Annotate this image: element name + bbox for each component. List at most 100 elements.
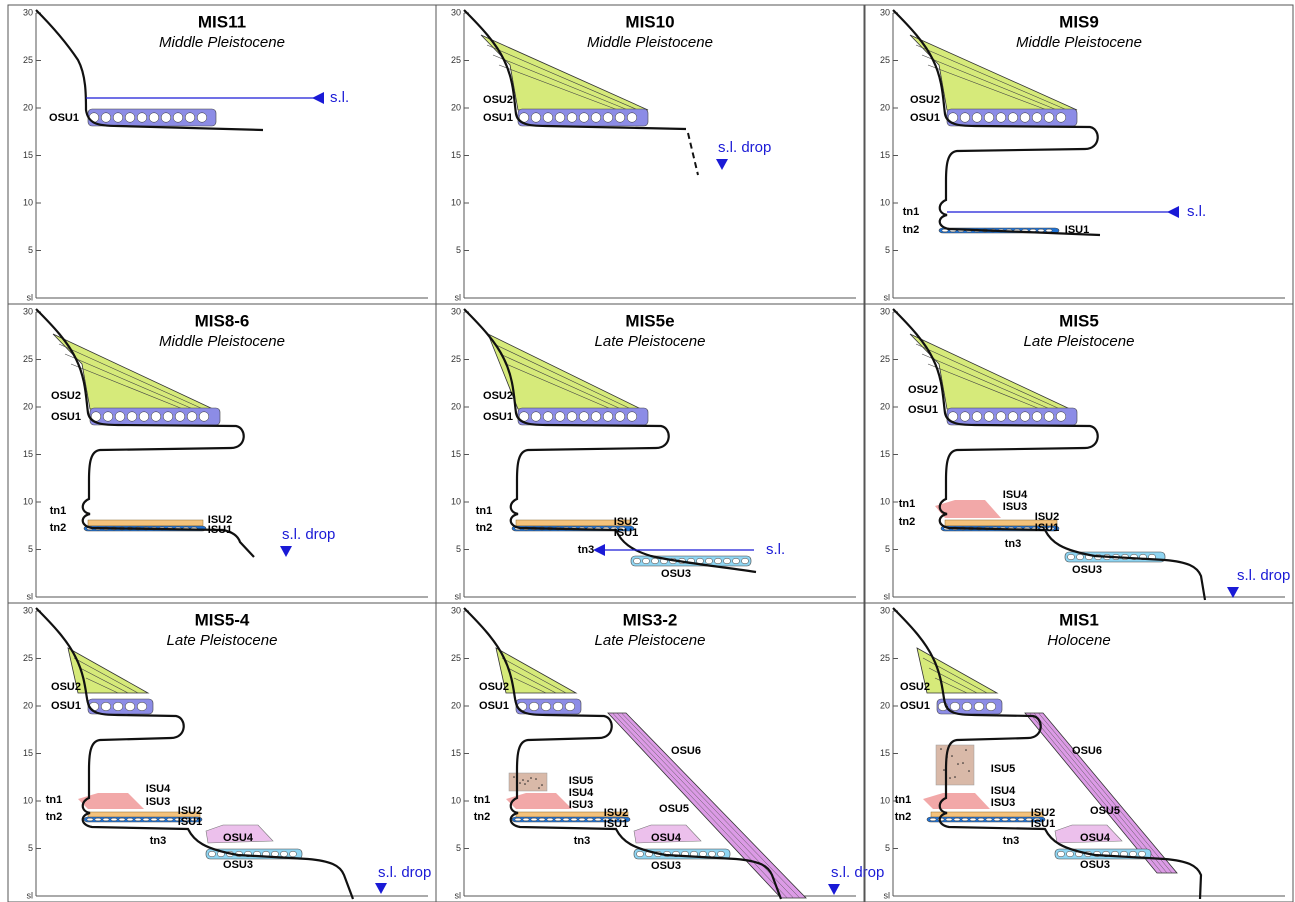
clast [723,558,730,564]
grain [538,787,540,789]
unit-label: ISU3 [569,799,593,811]
unit-label: OSU3 [661,568,691,580]
grain [943,769,945,771]
clast [95,818,101,821]
tick-label: 10 [23,197,33,207]
unit-label: ISU3 [991,797,1015,809]
panel-subtitle: Middle Pleistocene [159,34,285,51]
grain [962,762,964,764]
clast [571,818,577,821]
clast [539,818,545,821]
clast [543,113,553,123]
clast [1032,412,1042,422]
tick-label: 10 [23,795,33,805]
clast [199,412,209,422]
tick-label: 5 [28,544,33,554]
tick-label: 20 [23,102,33,112]
tick-label: 15 [880,748,890,758]
grain [940,748,942,750]
unit-label: OSU1 [483,112,513,124]
tick-label: 30 [23,605,33,615]
tick-label: 15 [880,150,890,160]
clast [167,818,173,821]
unit-label: ISU1 [1035,522,1059,534]
clast [119,818,125,821]
tick-label: 15 [23,150,33,160]
grain [968,770,970,772]
tick-label: sl [27,292,34,302]
clast [541,702,551,710]
clast [1032,113,1042,123]
clast [633,558,640,564]
panel-subtitle: Late Pleistocene [1024,333,1135,350]
unit-label: tn3 [1005,538,1022,550]
clast [1046,229,1052,232]
unit-label: ISU3 [1003,501,1027,513]
tick-label: 25 [23,354,33,364]
clast [149,113,159,123]
unit-label: tn1 [476,505,493,517]
unit-label: ISU4 [1003,489,1028,501]
panel-subtitle: Late Pleistocene [167,632,278,649]
clast [187,412,197,422]
sea-level-label: s.l. drop [1237,567,1290,584]
tick-label: 5 [28,843,33,853]
clast [163,412,173,422]
tick-label: sl [27,591,34,601]
clast [139,412,149,422]
unit-label: OSU2 [483,390,513,402]
unit-label: OSU3 [1072,564,1102,576]
clast [523,818,529,821]
clast [101,702,111,710]
clast [1044,113,1054,123]
clast [591,113,601,123]
clast [208,851,215,857]
clast [531,113,541,123]
tick-label: 25 [451,354,461,364]
unit-label: OSU6 [671,745,701,757]
tick-label: 25 [451,55,461,65]
tick-label: 30 [880,605,890,615]
sea-level-label: s.l. drop [831,864,884,881]
tick-label: 5 [456,245,461,255]
tick-label: 30 [451,7,461,17]
tick-label: sl [455,591,462,601]
clast [1018,818,1024,821]
panel-subtitle: Middle Pleistocene [159,333,285,350]
clast [1008,412,1018,422]
clast [103,412,113,422]
unit-label: ISU1 [178,816,202,828]
unit-label: tn1 [50,505,67,517]
unit-label: ISU1 [1065,224,1089,236]
clast [175,412,185,422]
grain [530,777,532,779]
clast [603,412,613,422]
clast [553,702,563,710]
tick-label: 20 [880,401,890,411]
clast [962,702,972,710]
clast [579,412,589,422]
clast [151,818,157,821]
unit-label: OSU2 [908,384,938,396]
clast [111,818,117,821]
panel-title: MIS10 [625,12,674,31]
grain [541,784,543,786]
unit-label: ISU1 [208,524,232,536]
clast [1056,412,1066,422]
tick-label: sl [884,890,891,900]
tick-label: 30 [880,7,890,17]
clast [708,851,715,857]
unit-label: tn2 [903,224,920,236]
unit-label: ISU5 [991,763,1015,775]
unit-label: OSU1 [483,411,513,423]
clast [289,851,296,857]
unit-label: OSU4 [1080,832,1111,844]
clast [151,412,161,422]
clast [591,412,601,422]
unit-label: OSU2 [479,681,509,693]
clast [555,818,561,821]
tick-label: 5 [456,843,461,853]
panel-title: MIS11 [198,12,246,31]
clast [595,818,601,821]
unit-label: tn3 [574,835,591,847]
